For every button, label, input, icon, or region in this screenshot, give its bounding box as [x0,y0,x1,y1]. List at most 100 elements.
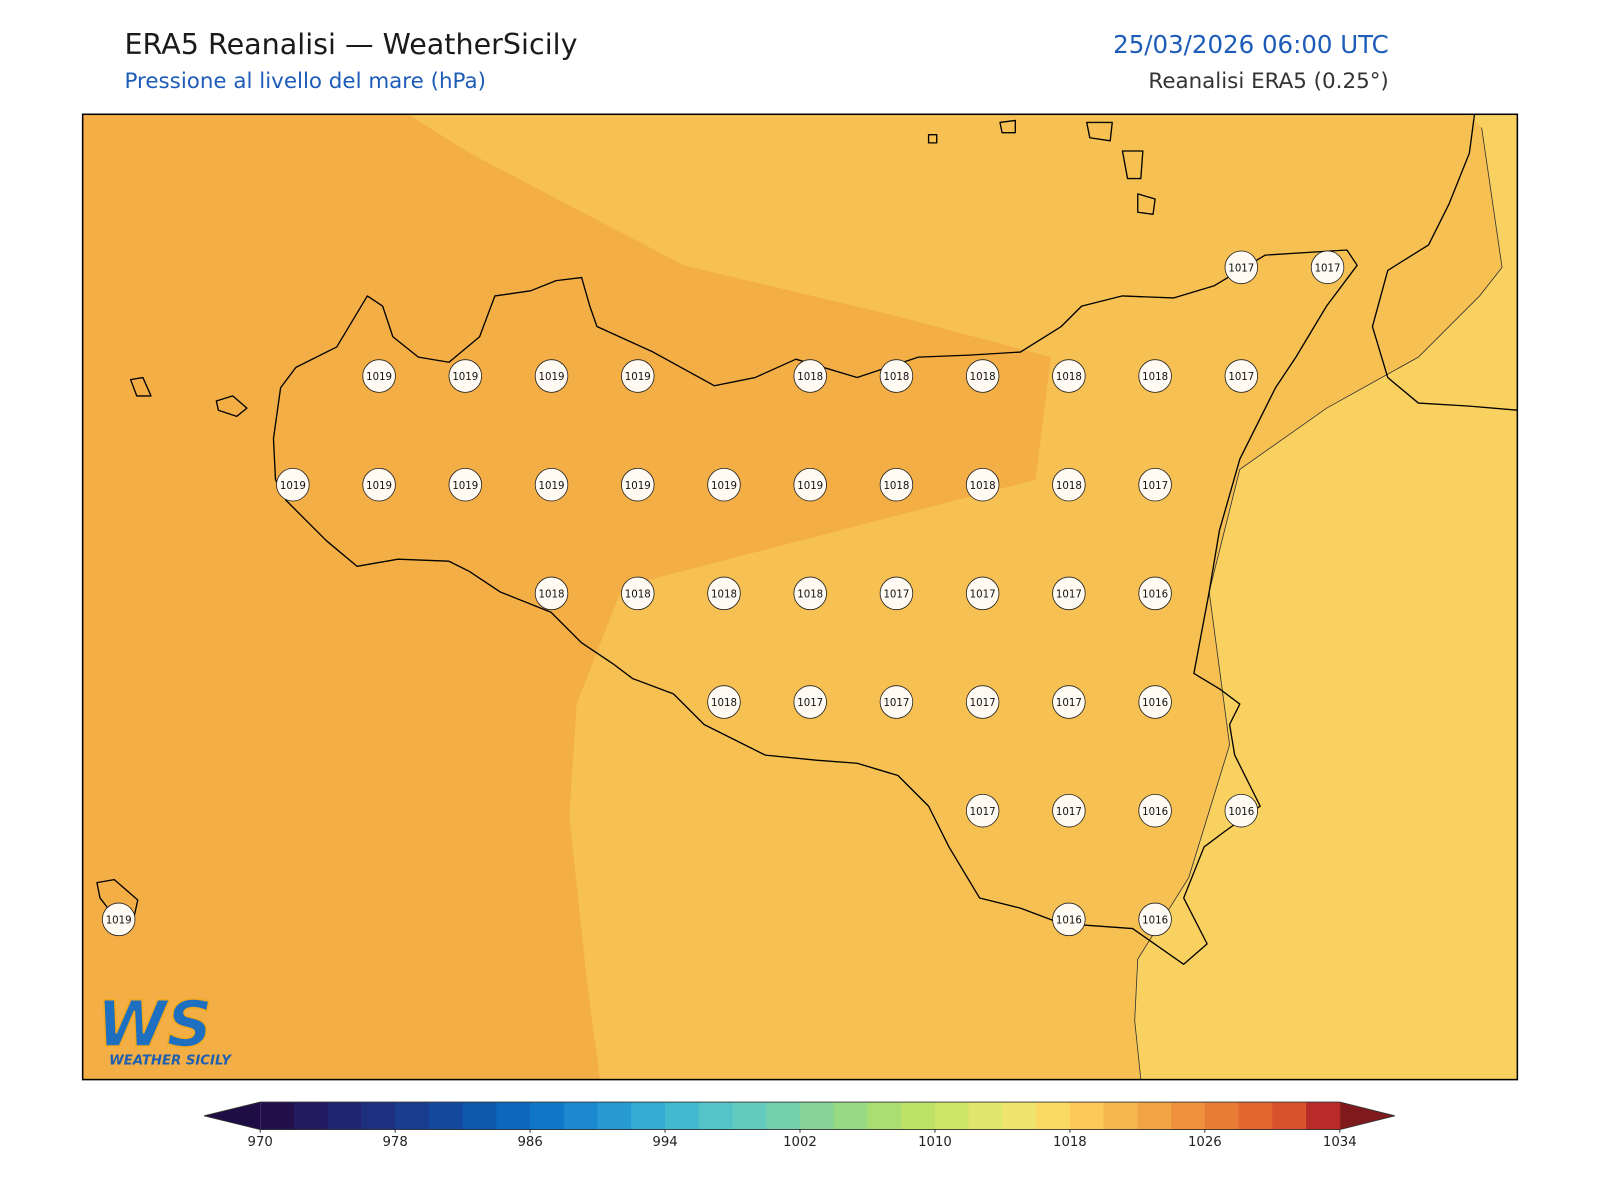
source: Reanalisi ERA5 (0.25°) [1148,69,1388,94]
colorbar-bin [1171,1102,1206,1130]
station-value: 1019 [539,372,565,383]
station-value: 1018 [1056,372,1082,383]
station-marker [362,467,396,502]
colorbar-bin [1036,1102,1071,1130]
station-value: 1018 [539,589,565,600]
station-value: 1017 [970,589,996,600]
datetime: 25/03/2026 06:00 UTC [1113,30,1389,59]
station-marker [276,467,310,502]
station-marker [621,467,655,502]
station-value: 1016 [1142,807,1168,818]
colorbar-tick-label: 1026 [1188,1135,1222,1150]
station-value: 1017 [1056,589,1082,600]
colorbar-bin [361,1102,396,1130]
station-value: 1019 [366,481,392,492]
station-value: 1017 [1142,481,1168,492]
title: ERA5 Reanalisi — WeatherSicily [124,27,577,61]
station-marker [965,467,1000,502]
colorbar-bin [698,1102,734,1130]
station-marker [1052,685,1086,719]
station-marker [1138,685,1172,719]
station-marker [1052,793,1086,828]
colorbar: 970 978 986 994 1002 1010 1018 1026 1034 [203,1101,1395,1150]
station-value: 1018 [1142,372,1168,383]
colorbar-bin [1103,1102,1138,1130]
colorbar-bin [800,1102,835,1130]
station-marker [1138,467,1172,502]
station-marker [1052,576,1086,611]
colorbar-tick-label: 1034 [1323,1135,1357,1150]
station-marker [534,467,569,502]
station-value: 1018 [883,372,909,383]
station-value: 1017 [883,698,909,709]
station-marker [793,467,827,502]
station-value: 1019 [106,915,132,926]
station-marker [362,359,396,393]
station-value: 1016 [1228,807,1254,818]
station-marker [621,576,655,611]
station-value: 1016 [1056,915,1082,926]
colorbar-bin [1069,1102,1105,1130]
logo: WS WEATHER SICILY [96,986,232,1068]
station-marker [1138,793,1172,828]
station-value: 1017 [970,698,996,709]
station-marker [1310,250,1345,285]
map: 1017 1017 1019 1019 1019 1019 1018 1018 1018 1018… [81,113,1519,1081]
colorbar-bin [327,1102,362,1130]
station-marker [1052,359,1086,393]
station-value: 1017 [883,589,909,600]
colorbar-bin [968,1102,1003,1130]
colorbar-bin [833,1102,868,1130]
stations: 1017 1017 1019 1019 1019 1019 1018 1018 1018 1018… [101,250,1345,937]
station-value: 1019 [452,481,478,492]
colorbar-bin [1204,1102,1240,1130]
colorbar-bin [631,1102,666,1130]
station-marker [1052,902,1086,937]
logo-mark: WS [97,987,212,1061]
station-value: 1018 [1056,481,1082,492]
colorbar-bin [1002,1102,1037,1130]
station-value: 1019 [711,481,737,492]
station-value: 1017 [797,698,823,709]
station-marker [965,576,1000,611]
station-value: 1019 [625,372,651,383]
colorbar-bin [732,1102,767,1130]
station-value: 1019 [280,481,306,492]
logo-text: WEATHER SICILY [109,1053,232,1068]
colorbar-bin [395,1102,430,1130]
station-marker [879,359,914,393]
colorbar-under [204,1102,261,1130]
station-marker [879,576,914,611]
station-marker [793,359,827,393]
map-frame [81,113,1519,1081]
station-value: 1018 [625,589,651,600]
station-marker [1224,359,1259,393]
colorbar-over [1339,1102,1395,1130]
colorbar-tick-label: 1010 [918,1135,952,1150]
colorbar-bin [293,1102,329,1130]
station-marker [1138,359,1172,393]
subtitle: Pressione al livello del mare (hPa) [124,69,485,94]
station-marker [879,685,914,719]
station-value: 1019 [797,481,823,492]
colorbar-bin [665,1102,700,1130]
station-marker [965,359,1000,393]
station-value: 1018 [970,481,996,492]
colorbar-tick-label: 970 [248,1135,273,1150]
station-value: 1018 [797,372,823,383]
station-marker [1138,576,1172,611]
colorbar-bin [934,1102,970,1130]
colorbar-bin [901,1102,936,1130]
station-value: 1017 [1228,263,1254,274]
station-marker [965,793,1000,828]
colorbar-bin [563,1102,599,1130]
colorbar-tick-label: 1002 [783,1135,817,1150]
colorbar-bin [1306,1102,1341,1130]
colorbar-bin [428,1102,464,1130]
colorbar-bin [1137,1102,1172,1130]
station-value: 1017 [1056,698,1082,709]
station-marker [707,685,741,719]
station-marker [621,359,655,393]
station-value: 1019 [625,481,651,492]
station-marker [448,467,483,502]
